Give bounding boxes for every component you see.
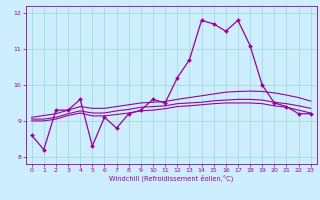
X-axis label: Windchill (Refroidissement éolien,°C): Windchill (Refroidissement éolien,°C) xyxy=(109,175,233,182)
